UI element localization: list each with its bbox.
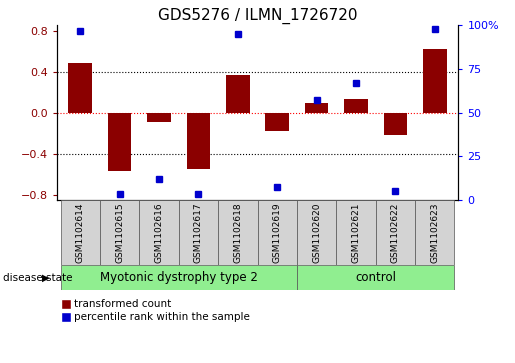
Text: GSM1102614: GSM1102614 [76, 202, 85, 263]
Text: GSM1102618: GSM1102618 [233, 202, 243, 263]
Bar [226, 75, 250, 113]
Bar [258, 200, 297, 265]
Bar [218, 200, 258, 265]
Title: GDS5276 / ILMN_1726720: GDS5276 / ILMN_1726720 [158, 8, 357, 24]
Bar [100, 200, 140, 265]
Text: GSM1102619: GSM1102619 [272, 202, 282, 263]
Bar [336, 200, 375, 265]
Bar [265, 113, 289, 131]
Bar [423, 49, 447, 113]
Text: Myotonic dystrophy type 2: Myotonic dystrophy type 2 [100, 271, 258, 284]
Bar [108, 113, 131, 171]
Bar [415, 200, 454, 265]
Text: GSM1102621: GSM1102621 [351, 202, 360, 263]
Text: GSM1102617: GSM1102617 [194, 202, 203, 263]
Bar [147, 113, 171, 122]
Legend: transformed count, percentile rank within the sample: transformed count, percentile rank withi… [62, 299, 250, 322]
Text: ▶: ▶ [42, 273, 50, 283]
Text: GSM1102616: GSM1102616 [154, 202, 164, 263]
Bar [179, 200, 218, 265]
Bar [68, 63, 92, 113]
Bar [375, 200, 415, 265]
Text: GSM1102623: GSM1102623 [430, 202, 439, 263]
Text: GSM1102620: GSM1102620 [312, 202, 321, 263]
Bar [186, 113, 210, 169]
Text: control: control [355, 271, 396, 284]
Bar [344, 99, 368, 113]
Bar [140, 200, 179, 265]
Bar [61, 265, 297, 290]
Text: GSM1102622: GSM1102622 [391, 202, 400, 263]
Bar [297, 265, 454, 290]
Bar [384, 113, 407, 135]
Text: GSM1102615: GSM1102615 [115, 202, 124, 263]
Bar [61, 200, 100, 265]
Text: disease state: disease state [3, 273, 72, 283]
Bar [297, 200, 336, 265]
Bar [305, 103, 329, 113]
